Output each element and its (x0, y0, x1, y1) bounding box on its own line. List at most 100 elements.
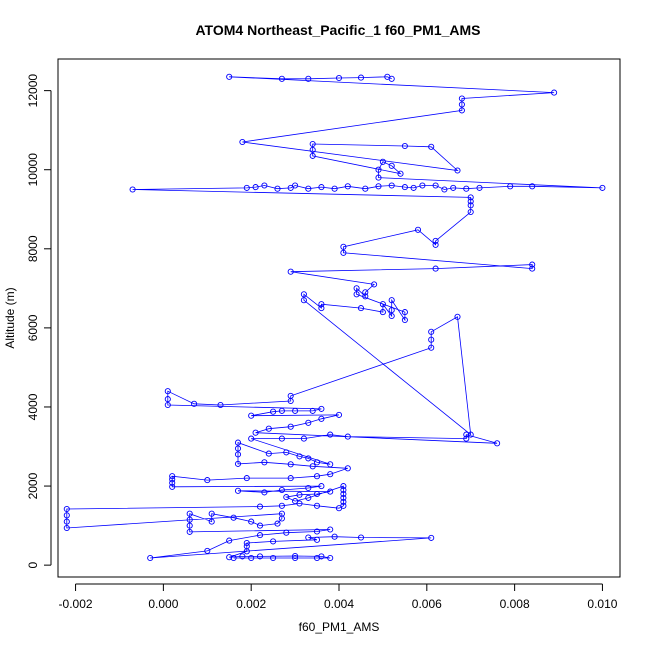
data-point (278, 407, 285, 414)
data-point (313, 536, 321, 543)
data-point (327, 431, 334, 438)
data-point (256, 553, 264, 560)
x-tick-label: 0.006 (412, 597, 442, 611)
data-point (239, 553, 246, 560)
data-point (428, 534, 435, 541)
data-point (191, 400, 198, 407)
data-point (300, 291, 307, 298)
data-point (331, 533, 338, 540)
data-point (261, 459, 268, 466)
data-point (357, 534, 365, 541)
x-tick-label: 0.004 (324, 597, 354, 611)
data-point (375, 166, 382, 173)
data-point (270, 554, 277, 562)
data-point (248, 554, 255, 562)
data-point (278, 435, 285, 442)
data-point (147, 554, 154, 562)
data-point (169, 483, 176, 490)
data-point (261, 489, 268, 496)
data-point (340, 502, 347, 509)
data-point (327, 526, 334, 533)
data-point (463, 435, 470, 442)
data-point (226, 554, 233, 561)
data-point (234, 460, 242, 467)
data-point (243, 543, 250, 550)
data-point (340, 498, 347, 505)
data-point (204, 477, 211, 484)
y-axis-label: Altitude (m) (3, 287, 17, 348)
data-point (340, 483, 347, 490)
data-point (388, 312, 395, 320)
data-point (357, 74, 365, 81)
data-point (401, 309, 408, 316)
data-point (252, 184, 259, 191)
data-point (309, 152, 316, 159)
data-point (494, 440, 501, 447)
data-point (252, 429, 259, 436)
data-point (309, 463, 316, 470)
data-point (186, 528, 193, 535)
data-point (243, 475, 250, 482)
data-point (217, 401, 224, 409)
data-point (428, 336, 435, 343)
x-axis-label: f60_PM1_AMS (299, 620, 380, 634)
data-point (164, 388, 171, 395)
data-point (458, 101, 465, 108)
data-point (318, 184, 325, 191)
data-point (287, 475, 294, 482)
data-point (458, 95, 465, 102)
data-point (305, 75, 312, 82)
data-point (248, 518, 255, 525)
data-point (313, 528, 321, 535)
data-point (292, 552, 299, 560)
data-point (432, 265, 439, 272)
data-point (63, 505, 70, 513)
data-point (340, 243, 347, 250)
data-point (362, 293, 369, 300)
y-tick-label: 10000 (26, 153, 40, 187)
data-point (529, 183, 536, 190)
y-tick-label: 4000 (26, 393, 40, 420)
data-point (230, 554, 237, 562)
data-point (529, 261, 536, 268)
data-point (327, 471, 334, 478)
data-point (454, 313, 461, 320)
data-point (467, 198, 474, 205)
data-point (164, 401, 171, 409)
data-point (313, 502, 321, 509)
data-point (296, 491, 303, 498)
data-point (265, 450, 272, 457)
data-point (296, 453, 303, 460)
data-point (278, 502, 285, 509)
chart-title: ATOM4 Northeast_Pacific_1 f60_PM1_AMS (195, 22, 480, 38)
data-point (63, 518, 70, 525)
series-group (63, 73, 606, 562)
data-point (287, 423, 294, 430)
data-point (414, 226, 422, 233)
data-point (186, 522, 193, 529)
data-point (283, 494, 290, 501)
data-point (388, 307, 395, 314)
data-point (344, 183, 351, 190)
data-point (344, 433, 351, 440)
data-point (318, 415, 325, 422)
data-point (401, 316, 408, 324)
data-point (467, 194, 474, 201)
data-point (344, 465, 351, 472)
data-point (234, 487, 242, 494)
data-point (256, 503, 264, 510)
data-point (169, 479, 176, 486)
data-point (458, 107, 465, 114)
data-point (353, 291, 360, 298)
y-tick-label: 6000 (26, 314, 40, 341)
data-point (388, 182, 395, 189)
data-point (353, 285, 360, 292)
data-point (388, 162, 395, 169)
data-point (265, 425, 272, 432)
data-point (450, 184, 457, 191)
data-point (300, 435, 307, 442)
data-point (340, 249, 347, 256)
data-point (204, 547, 211, 554)
data-point (243, 184, 250, 191)
data-point (287, 268, 294, 275)
